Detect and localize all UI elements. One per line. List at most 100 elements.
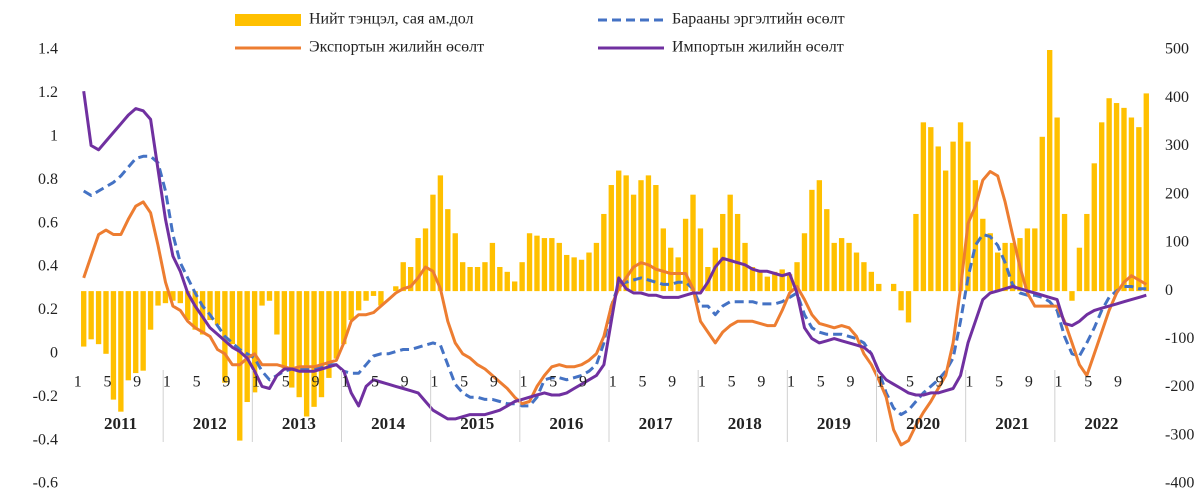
bar [935,146,941,292]
bar [147,291,154,330]
y2-tick-label: -100 [1165,330,1194,347]
bar [207,291,213,321]
bar [1136,127,1142,292]
bar [734,213,741,292]
bar [341,291,347,345]
bar [749,267,756,292]
x-tick-label: 9 [846,374,854,391]
bar [103,291,109,354]
bar [786,274,793,292]
y-tick-label: 0.6 [38,214,58,231]
bar [452,233,458,292]
year-label: 2021 [995,414,1029,433]
x-tick-label: 1 [609,374,617,391]
bar [742,242,748,292]
bar [586,252,592,292]
x-tick-label: 9 [1114,374,1122,391]
bar [616,170,622,292]
x-tick-label: 5 [817,374,825,391]
bar [140,291,146,371]
x-tick-label: 5 [995,374,1003,391]
legend-label: Экспортын жилийн өсөлт [309,39,484,56]
bar [660,228,666,292]
y-tick-label: 0.4 [38,258,58,275]
bar [653,185,659,292]
bar [913,213,919,292]
legend-swatch [235,14,301,26]
bar [274,291,280,335]
x-tick-label: 9 [133,374,141,391]
bar [296,291,302,398]
bar [608,185,614,292]
bar [192,291,198,330]
bar [1032,228,1038,292]
x-tick-label: 5 [638,374,646,391]
bar [987,233,993,292]
x-tick-label: 9 [1025,374,1033,391]
bar [88,291,94,340]
x-tick-label: 9 [222,374,230,391]
bar [370,291,377,296]
x-tick-label: 5 [282,374,290,391]
bar [1099,122,1105,292]
y-tick-label: 0.8 [38,171,58,188]
bar [355,291,362,311]
year-label: 2011 [104,414,137,433]
bar [214,291,221,325]
y2-tick-label: 400 [1165,89,1189,106]
y2-tick-label: 0 [1165,282,1173,299]
bar [1121,107,1127,292]
bar [824,209,830,292]
bar [861,262,867,292]
bar [965,141,971,292]
bar [407,267,414,292]
y-tick-label: 0 [50,344,58,361]
bar [400,262,406,292]
year-label: 2015 [460,414,494,433]
bar [690,194,696,292]
bar [281,291,288,369]
bar [645,175,652,292]
bar [764,276,771,292]
bar [950,141,956,292]
bar [816,180,823,292]
bar [519,262,525,292]
bar [928,127,934,292]
bar [1039,136,1045,292]
bar [1113,103,1120,292]
bar [890,283,897,292]
x-tick-label: 1 [1055,374,1063,391]
bar [1069,291,1075,301]
y2-tick-label: -300 [1165,426,1194,443]
bar [853,252,860,292]
legend-label: Барааны эргэлтийн өсөлт [672,11,845,28]
bar [794,262,800,292]
bar [727,194,733,292]
bar [445,209,451,292]
bar [1084,213,1090,292]
x-tick-label: 1 [520,374,528,391]
bar [467,267,473,292]
bar [185,291,191,321]
bar [1002,242,1008,292]
bar [489,242,496,292]
x-tick-label: 1 [787,374,795,391]
y-tick-label: 1.4 [38,41,58,58]
y-tick-label: -0.4 [33,431,58,448]
bar [1106,98,1112,292]
bar [630,194,637,292]
bar [801,233,808,292]
x-tick-label: 5 [103,374,111,391]
legend-label: Импортын жилийн өсөлт [672,39,844,56]
bar [1143,93,1149,292]
bar [772,271,778,292]
bar [133,291,139,374]
bar [994,252,1001,292]
bar [110,291,117,400]
legend-label: Нийт тэнцэл, сая ам.дол [309,11,474,28]
bar [437,175,444,292]
bar [348,291,354,321]
x-tick-label: 1 [430,374,438,391]
x-tick-label: 9 [936,374,944,391]
